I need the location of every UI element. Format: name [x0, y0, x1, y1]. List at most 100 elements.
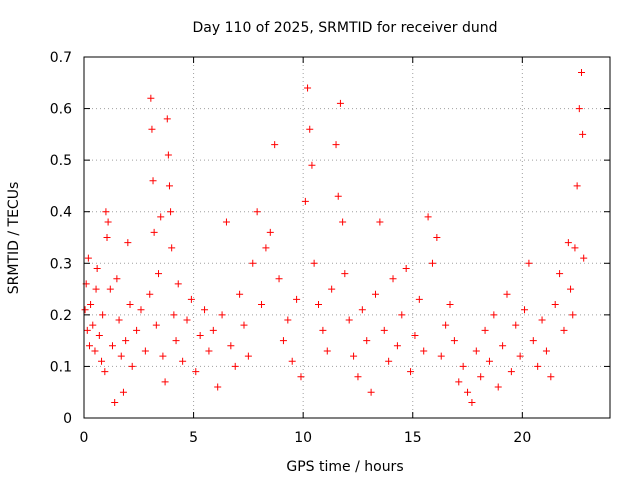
data-point: [249, 259, 257, 267]
data-point: [437, 352, 445, 360]
data-point: [148, 125, 156, 133]
data-point: [507, 368, 515, 376]
x-axis-label: GPS time / hours: [286, 459, 403, 475]
data-point: [551, 301, 559, 309]
data-point: [236, 290, 244, 298]
data-point: [428, 259, 436, 267]
data-point: [288, 357, 296, 365]
x-tick-label: 5: [189, 430, 198, 446]
data-point: [192, 368, 200, 376]
data-point: [345, 316, 353, 324]
data-point: [442, 321, 450, 329]
data-point: [450, 337, 458, 345]
data-point: [275, 275, 283, 283]
tick-labels: 0 5 10 15 20 0 0.1 0.2 0.3 0.4 0.5 0.6 0.7: [50, 50, 532, 446]
data-point: [133, 326, 141, 334]
data-point: [477, 373, 485, 381]
data-point: [494, 383, 502, 391]
data-point: [547, 373, 555, 381]
data-point: [371, 290, 379, 298]
data-point: [560, 326, 568, 334]
data-point: [571, 244, 579, 252]
data-point: [393, 342, 401, 350]
y-tick-label: 0.2: [50, 308, 72, 324]
data-point: [308, 161, 316, 169]
data-point: [137, 306, 145, 314]
plot-frame: [83, 56, 611, 419]
data-point: [155, 270, 163, 278]
data-point: [411, 331, 419, 339]
data-point: [334, 192, 342, 200]
data-point: [415, 295, 423, 303]
data-point: [363, 337, 371, 345]
data-point: [183, 316, 191, 324]
data-point: [89, 321, 97, 329]
data-point: [222, 218, 230, 226]
data-point: [472, 347, 480, 355]
data-point: [339, 218, 347, 226]
data-point: [108, 342, 116, 350]
x-tick-label: 20: [513, 430, 531, 446]
data-point: [106, 285, 114, 293]
data-point: [152, 321, 160, 329]
data-point: [167, 208, 175, 216]
data-point: [279, 337, 287, 345]
data-point: [376, 218, 384, 226]
data-point: [87, 301, 95, 309]
data-point: [113, 275, 121, 283]
data-point: [122, 337, 130, 345]
data-point: [150, 228, 158, 236]
data-point: [455, 378, 463, 386]
y-tick-label: 0.4: [50, 205, 72, 221]
data-point: [172, 337, 180, 345]
data-point: [567, 285, 575, 293]
y-tick-label: 0: [63, 411, 72, 427]
data-point: [534, 362, 542, 370]
data-point: [499, 342, 507, 350]
data-point: [573, 182, 581, 190]
data-point: [529, 337, 537, 345]
data-point: [103, 234, 111, 241]
data-point: [83, 326, 91, 334]
data-point: [332, 141, 340, 149]
data-point: [187, 295, 195, 303]
data-point: [91, 347, 99, 355]
x-tick-label: 0: [80, 430, 89, 446]
data-point: [446, 301, 454, 309]
data-point: [385, 357, 393, 365]
data-point: [157, 213, 165, 221]
data-point: [262, 244, 270, 252]
data-point: [525, 259, 533, 267]
data-point: [468, 399, 476, 407]
y-tick-label: 0.3: [50, 256, 72, 272]
grid: [84, 57, 610, 418]
data-point: [433, 234, 441, 241]
data-point: [258, 301, 266, 309]
data-point: [201, 306, 209, 314]
data-point: [389, 275, 397, 283]
data-point: [459, 362, 467, 370]
data-point: [398, 311, 406, 319]
data-point: [81, 306, 89, 314]
data-point: [231, 362, 239, 370]
data-point: [503, 290, 511, 298]
data-point: [420, 347, 428, 355]
data-point: [146, 290, 154, 298]
data-point: [306, 125, 314, 133]
data-point: [168, 244, 176, 252]
data-point: [538, 316, 546, 324]
data-point: [218, 311, 226, 319]
data-point: [424, 213, 432, 221]
data-point: [575, 105, 583, 113]
data-point: [196, 331, 204, 339]
data-point: [336, 99, 344, 107]
y-tick-label: 0.6: [50, 102, 72, 118]
data-point: [380, 326, 388, 334]
data-point: [490, 311, 498, 319]
data-point: [521, 306, 529, 314]
data-point: [104, 218, 112, 226]
data-point: [128, 362, 136, 370]
data-point: [578, 68, 586, 76]
